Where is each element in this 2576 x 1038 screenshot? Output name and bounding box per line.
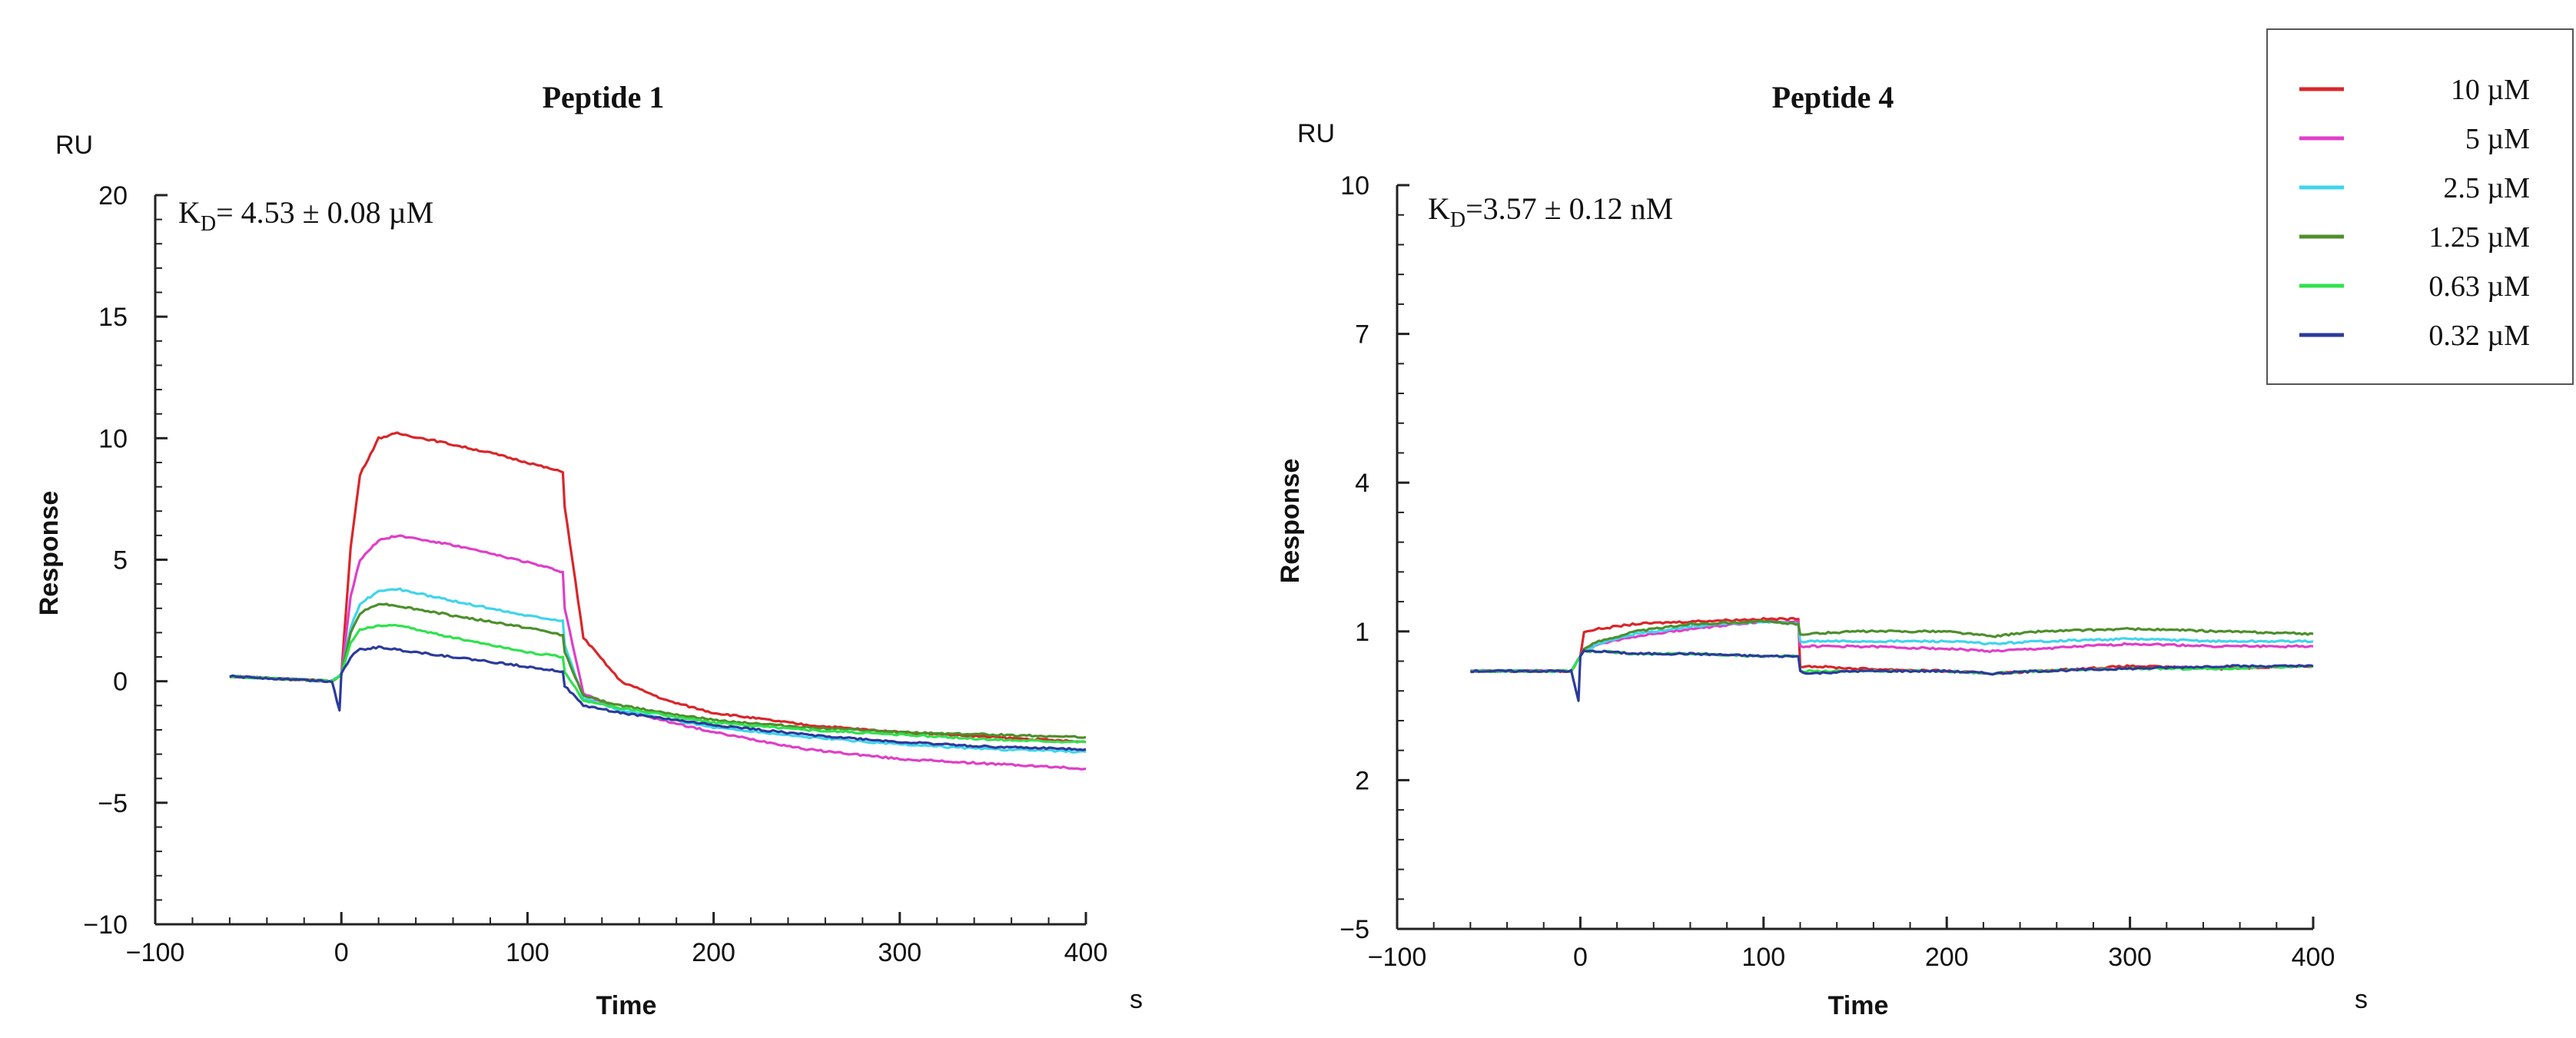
y-tick-label: 20 <box>98 181 128 211</box>
legend-label: 0.63 µM <box>2428 270 2530 303</box>
kd-subscript: D <box>201 212 216 236</box>
tick-marks: −5 2 1 4 7 10 −100 0 100 200 300 400 <box>1339 171 2335 972</box>
kd-value: = 4.53 ± 0.08 µM <box>216 195 433 230</box>
x-tick-label: −100 <box>1368 943 1427 972</box>
y-tick-label: −10 <box>83 910 128 940</box>
y-tick-label: −5 <box>1339 915 1369 944</box>
x-tick-label: −100 <box>126 938 185 967</box>
y-tick-label: 0 <box>113 668 128 697</box>
legend-items: 10 µM 5 µM 2.5 µM 1.25 µM 0.63 µM 0.32 µM <box>2299 74 2530 352</box>
series-line-0_63uM <box>229 623 1087 744</box>
x-axis-label: Time <box>596 991 657 1020</box>
series-line-2_5uM <box>1470 619 2314 674</box>
x-tick-label: 300 <box>2108 943 2152 972</box>
x-tick-label: 400 <box>1064 938 1108 967</box>
x-tick-label: 400 <box>2292 943 2335 972</box>
series-line-1_25uM <box>1470 619 2314 674</box>
x-tick-label: 100 <box>1741 943 1785 972</box>
x-unit-label: s <box>2355 985 2368 1014</box>
x-tick-label: 300 <box>878 938 921 967</box>
x-tick-label: 0 <box>334 938 349 967</box>
y-tick-label: 7 <box>1355 320 1369 350</box>
chart-peptide-4: Peptide 4 RU KD=3.57 ± 0.12 nM Response … <box>1276 80 2368 1020</box>
series-line-1_25uM <box>229 602 1087 739</box>
y-tick-label: 5 <box>113 546 128 575</box>
y-unit-label: RU <box>1297 119 1335 148</box>
x-axis-label: Time <box>1828 991 1889 1020</box>
legend-label: 10 µM <box>2451 74 2530 106</box>
axes <box>154 195 1086 926</box>
data-series <box>1470 616 2314 702</box>
kd-value: =3.57 ± 0.12 nM <box>1466 191 1673 226</box>
kd-annotation: KD=3.57 ± 0.12 nM <box>1428 191 1673 232</box>
series-line-2_5uM <box>229 587 1087 754</box>
y-tick-label: 10 <box>98 424 128 453</box>
chart-title: Peptide 4 <box>1772 80 1894 114</box>
x-tick-label: 200 <box>692 938 735 967</box>
axes <box>1396 185 2313 930</box>
y-tick-label: 15 <box>98 303 128 332</box>
legend-label: 2.5 µM <box>2443 172 2530 204</box>
y-unit-label: RU <box>55 131 93 160</box>
y-tick-label: 1 <box>1355 618 1369 647</box>
kd-annotation: KD= 4.53 ± 0.08 µM <box>178 195 433 236</box>
legend: 10 µM 5 µM 2.5 µM 1.25 µM 0.63 µM 0.32 µM <box>2266 28 2574 385</box>
y-tick-label: −5 <box>98 789 128 818</box>
chart-peptide-1: Peptide 1 RU KD= 4.53 ± 0.08 µM Response… <box>35 80 1143 1020</box>
kd-subscript: D <box>1450 208 1466 232</box>
kd-symbol: K <box>1428 191 1450 226</box>
x-unit-label: s <box>1130 985 1143 1014</box>
y-axis-label: Response <box>1276 459 1305 584</box>
y-tick-label: 2 <box>1355 766 1369 795</box>
y-tick-label: 10 <box>1340 171 1369 201</box>
legend-label: 0.32 µM <box>2428 320 2530 352</box>
x-tick-label: 200 <box>1925 943 1969 972</box>
data-series <box>229 431 1087 771</box>
series-line-0_32uM <box>1470 649 2314 702</box>
kd-symbol: K <box>178 195 201 230</box>
series-line-10uM <box>229 431 1087 744</box>
x-tick-label: 0 <box>1573 943 1588 972</box>
series-line-0_32uM <box>229 645 1087 751</box>
y-tick-label: 4 <box>1355 469 1369 498</box>
x-tick-label: 100 <box>506 938 549 967</box>
legend-label: 1.25 µM <box>2428 221 2530 254</box>
y-axis-label: Response <box>35 491 64 616</box>
legend-label: 5 µM <box>2465 123 2530 155</box>
chart-title: Peptide 1 <box>543 80 665 114</box>
tick-marks: −10 −5 0 5 10 15 20 −100 0 100 200 300 400 <box>83 181 1107 967</box>
